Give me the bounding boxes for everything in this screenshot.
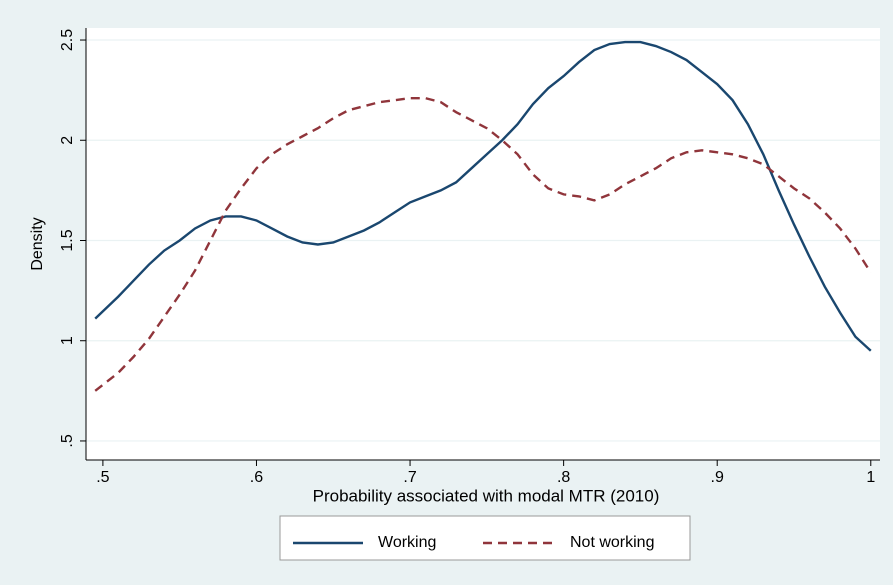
y-tick-label: 2 bbox=[59, 136, 76, 145]
legend-label: Not working bbox=[570, 534, 654, 551]
y-tick-label: 1 bbox=[59, 336, 76, 345]
x-tick-label: .8 bbox=[557, 469, 570, 486]
plot-area bbox=[86, 28, 880, 460]
x-tick-label: .5 bbox=[96, 469, 109, 486]
x-tick-label: .7 bbox=[403, 469, 416, 486]
y-tick-label: 1.5 bbox=[59, 229, 76, 251]
x-tick-label: .9 bbox=[711, 469, 724, 486]
line bbox=[94, 40, 872, 352]
line bbox=[94, 96, 872, 392]
legend-label: Working bbox=[378, 534, 436, 551]
y-tick-label: .5 bbox=[59, 434, 76, 447]
legend bbox=[279, 515, 691, 561]
y-axis-label: Density bbox=[29, 217, 46, 270]
x-axis-label: Probability associated with modal MTR (2… bbox=[313, 486, 660, 505]
x-tick-label: .6 bbox=[250, 469, 263, 486]
x-tick-label: 1 bbox=[866, 469, 875, 486]
y-tick-label: 2.5 bbox=[59, 29, 76, 51]
